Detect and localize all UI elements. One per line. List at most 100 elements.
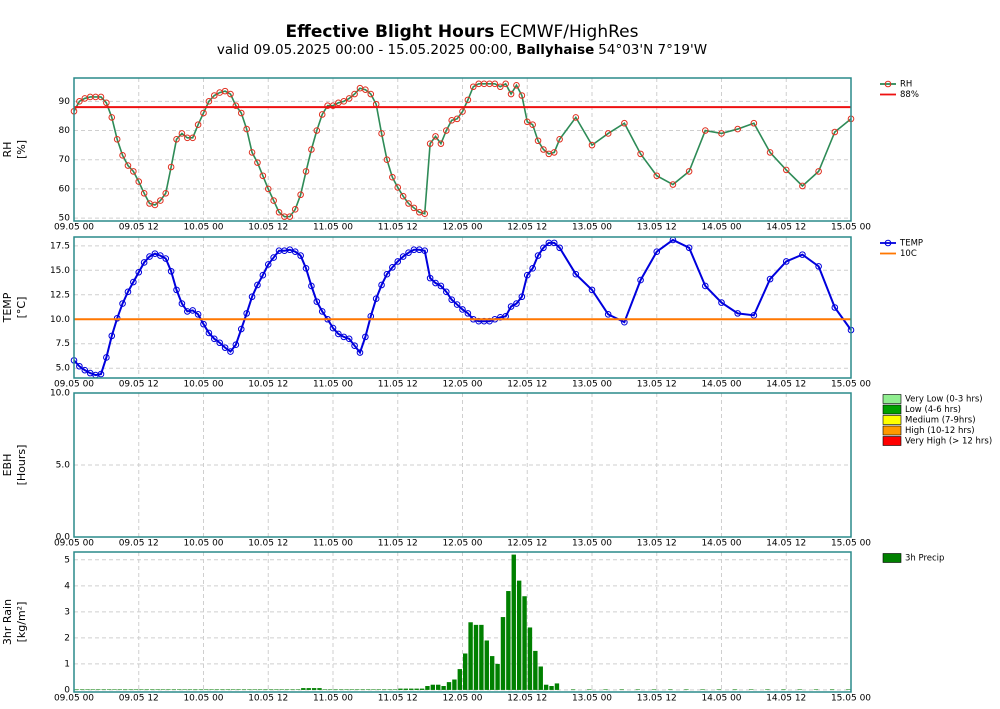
x-tick-label: 11.05 12	[378, 380, 418, 390]
plot-frame	[73, 236, 852, 379]
data-point	[221, 87, 229, 95]
data-point	[335, 330, 342, 338]
bar	[241, 689, 247, 690]
data-point	[119, 152, 126, 159]
data-point	[372, 295, 380, 302]
y-tick-label: 0.0	[56, 533, 71, 543]
data-point	[464, 310, 472, 317]
data-point	[432, 133, 439, 140]
data-point	[556, 135, 563, 143]
bar	[166, 689, 171, 690]
data-point	[248, 149, 256, 156]
data-point	[254, 281, 261, 289]
bar	[797, 689, 802, 690]
data-point	[550, 149, 558, 156]
data-point	[378, 281, 385, 289]
data-point	[221, 344, 229, 351]
data-point	[227, 348, 234, 355]
x-tick-label: 11.05 00	[313, 223, 353, 233]
bar	[268, 689, 274, 690]
data-point	[162, 189, 170, 197]
legend-swatch	[882, 425, 902, 436]
bar	[182, 689, 187, 690]
bar	[198, 689, 203, 690]
data-point	[189, 134, 197, 142]
bar	[436, 684, 441, 690]
x-tick-label: 14.05 12	[766, 539, 806, 549]
bar	[570, 689, 576, 690]
x-tick-label: 15.05 00	[831, 694, 871, 704]
x-tick-label: 09.05 00	[54, 380, 94, 390]
legend-swatch	[882, 404, 902, 415]
bar	[500, 617, 506, 690]
data-point	[653, 248, 661, 255]
bar	[139, 689, 144, 690]
x-tick-label: 10.05 00	[183, 380, 223, 390]
legend-label: Low (4-6 hrs)	[905, 405, 961, 415]
bar	[392, 689, 398, 690]
bar	[225, 689, 230, 690]
legend-label: Very Low (0-3 hrs)	[905, 395, 983, 405]
bar	[279, 689, 284, 690]
x-tick-label: 12.05 12	[507, 694, 547, 704]
data-point	[232, 102, 240, 110]
bar	[716, 689, 721, 690]
data-point	[167, 163, 175, 171]
data-point	[534, 252, 542, 259]
bar	[765, 689, 770, 690]
data-point	[297, 252, 304, 259]
x-tick-label: 09.05 00	[54, 539, 94, 549]
data-point	[540, 244, 547, 252]
subtitle: valid 09.05.2025 00:00 - 15.05.2025 00:0…	[217, 42, 707, 58]
data-point	[216, 339, 223, 347]
data-point	[405, 249, 412, 256]
bar	[112, 689, 117, 690]
x-tick-label: 15.05 00	[831, 539, 871, 549]
data-point	[237, 109, 245, 117]
x-tick-label: 14.05 12	[766, 223, 806, 233]
x-tick-label: 14.05 12	[766, 694, 806, 704]
x-tick-label: 13.05 12	[637, 694, 677, 704]
data-point	[464, 96, 472, 104]
data-point	[329, 324, 337, 332]
data-point	[702, 127, 709, 134]
data-point	[443, 288, 450, 296]
title-model: ECMWF/HighRes	[499, 22, 638, 42]
y-tick-label: 5.0	[56, 364, 71, 374]
bar	[247, 689, 252, 690]
data-point	[194, 311, 202, 318]
data-point	[750, 119, 758, 127]
bar	[479, 624, 484, 690]
bar	[322, 689, 328, 690]
data-point	[119, 300, 126, 307]
data-point	[437, 282, 445, 290]
bar	[144, 689, 150, 690]
data-point	[210, 92, 218, 99]
y-tick-label: 3	[64, 607, 70, 617]
bar	[425, 686, 430, 690]
data-point	[507, 303, 515, 310]
data-point	[297, 191, 304, 199]
data-point	[405, 200, 412, 207]
y-tick-label: 5	[64, 555, 70, 565]
bar	[441, 686, 446, 690]
legend-label: Medium (7-9hrs)	[905, 416, 976, 426]
x-tick-label: 11.05 00	[313, 539, 353, 549]
data-point	[799, 182, 806, 190]
bar	[506, 591, 511, 690]
title-main: Effective Blight Hours	[286, 22, 495, 42]
bar	[257, 689, 263, 690]
data-point	[513, 81, 520, 89]
data-point	[97, 93, 105, 101]
y-axis-label: TEMP	[1, 292, 14, 323]
bar	[651, 689, 657, 690]
bar	[365, 689, 371, 690]
x-tick-label: 14.05 00	[701, 223, 741, 233]
y-axis-label: EBH	[1, 454, 14, 477]
data-point	[243, 310, 250, 317]
data-point	[162, 255, 170, 262]
legend-label: 3h Precip	[905, 554, 944, 564]
legend-label: High (10-12 hrs)	[905, 426, 975, 436]
series-layer	[70, 236, 855, 379]
